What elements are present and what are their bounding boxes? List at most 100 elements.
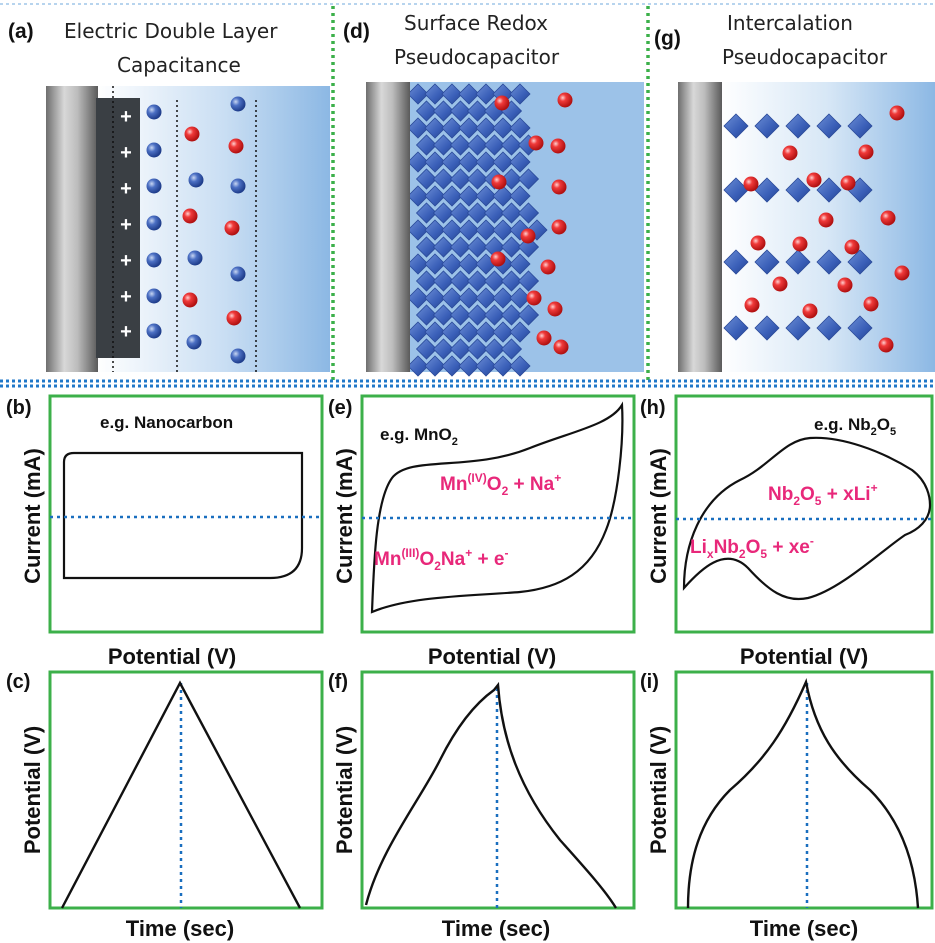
lattice-cube-icon (492, 117, 514, 139)
panel-i-ylabel: Potential (V) (646, 726, 671, 854)
anion-blue-icon (186, 334, 202, 350)
cation-red-icon (782, 145, 798, 161)
lattice-cube-icon (432, 236, 455, 258)
cation-red-icon (550, 138, 566, 154)
cation-red-icon (894, 265, 910, 281)
cation-red-icon (802, 303, 818, 319)
lattice-cube-icon (475, 321, 497, 343)
lattice-cube-icon (407, 83, 429, 105)
lattice-cube-icon (517, 304, 540, 326)
panel-h-reaction-reduced: LixNb2O5 + xe- (690, 534, 814, 561)
lattice-cube-icon (407, 151, 429, 173)
lattice-cube-icon (407, 321, 429, 343)
lattice-cube-icon (441, 151, 463, 173)
lattice-cube-icon (424, 253, 446, 275)
cation-red-icon (551, 219, 567, 235)
lattice-cube-icon (407, 117, 429, 139)
positive-charge-icon: + (120, 250, 132, 272)
cation-red-icon (551, 179, 567, 195)
panel-c-gcd-curve (60, 680, 302, 909)
panel-a-current-collector (46, 86, 98, 372)
lattice-cube-icon (475, 83, 497, 105)
lattice-cube-icon (458, 253, 480, 275)
panel-e-example: e.g. MnO2 (380, 425, 458, 448)
lattice-cube-icon (466, 202, 489, 224)
lattice-cube-icon (492, 151, 514, 173)
panel-b-ylabel: Current (mA) (20, 448, 45, 584)
panel-d-title-line1: Surface Redox (404, 11, 548, 35)
panel-h-reaction-oxidized: Nb2O5 + xLi+ (768, 481, 878, 508)
panel-h-letter: (h) (640, 397, 666, 419)
panel-e-reaction-oxidized: Mn(IV)O2 + Na+ (440, 471, 561, 498)
lattice-cube-icon (415, 202, 438, 224)
lattice-cube-icon (449, 304, 472, 326)
panel-i-letter: (i) (640, 671, 659, 693)
lattice-cube-icon (449, 236, 472, 258)
layer-octahedron-icon (816, 113, 842, 139)
lattice-cube-icon (441, 287, 463, 309)
panel-c-frame (48, 670, 324, 910)
lattice-cube-icon (458, 117, 480, 139)
panel-f-gcd-curve (364, 681, 618, 909)
anion-blue-icon (146, 323, 162, 339)
lattice-cube-icon (517, 202, 540, 224)
lattice-cube-icon (449, 338, 472, 360)
anion-blue-icon (230, 96, 246, 112)
lattice-cube-icon (492, 185, 514, 207)
panel-e-frame (360, 394, 636, 634)
panel-h-ylabel: Current (mA) (646, 448, 671, 584)
positive-charge-icon: + (120, 214, 132, 236)
lattice-cube-icon (517, 270, 540, 292)
positive-charge-icon: + (120, 178, 132, 200)
lattice-cube-icon (500, 304, 523, 326)
lattice-cube-icon (441, 253, 463, 275)
cation-red-icon (520, 228, 536, 244)
lattice-cube-icon (407, 355, 429, 377)
lattice-cube-icon (432, 168, 455, 190)
positive-charge-icon: + (120, 142, 132, 164)
cation-red-icon (772, 276, 788, 292)
lattice-cube-icon (449, 168, 472, 190)
cation-red-icon (889, 105, 905, 121)
cation-red-icon (526, 290, 542, 306)
panel-b-xlabel: Potential (V) (108, 644, 236, 669)
layer-octahedron-icon (816, 249, 842, 275)
cation-red-icon (490, 251, 506, 267)
cation-red-icon (818, 212, 834, 228)
panel-c-ylabel: Potential (V) (20, 726, 45, 854)
lattice-cube-icon (466, 270, 489, 292)
cation-red-icon (547, 301, 563, 317)
lattice-cube-icon (424, 83, 446, 105)
cation-red-icon (844, 239, 860, 255)
panel-a-title-line2: Capacitance (117, 53, 241, 77)
lattice-cube-icon (466, 100, 489, 122)
layer-octahedron-icon (816, 177, 842, 203)
panel-e-ylabel: Current (mA) (332, 448, 357, 584)
panel-h-frame (674, 394, 934, 634)
anion-blue-icon (146, 288, 162, 304)
cation-red-icon (840, 175, 856, 191)
lattice-cube-icon (432, 304, 455, 326)
lattice-cube-icon (432, 134, 455, 156)
panel-b-frame (48, 394, 324, 634)
panel-b-example: e.g. Nanocarbon (100, 413, 233, 432)
lattice-cube-icon (441, 219, 463, 241)
lattice-cube-icon (441, 117, 463, 139)
cation-red-icon (553, 339, 569, 355)
panel-f-xlabel: Time (sec) (442, 916, 550, 941)
lattice-cube-icon (483, 202, 506, 224)
panel-g-letter: (g) (654, 27, 681, 50)
lattice-cube-icon (458, 83, 480, 105)
lattice-cube-icon (432, 270, 455, 292)
cation-red-icon (744, 297, 760, 313)
lattice-cube-icon (483, 134, 506, 156)
lattice-cube-icon (509, 185, 531, 207)
lattice-cube-icon (424, 287, 446, 309)
anion-blue-icon (146, 178, 162, 194)
panel-f-gcd: (f) Potential (V) Time (sec) (328, 670, 636, 941)
lattice-cube-icon (509, 117, 531, 139)
lattice-cube-icon (500, 202, 523, 224)
panel-a-edl: (a) Electric Double Layer Capacitance + +… (8, 19, 330, 372)
panel-f-letter: (f) (328, 671, 348, 693)
cation-red-icon (224, 220, 240, 236)
